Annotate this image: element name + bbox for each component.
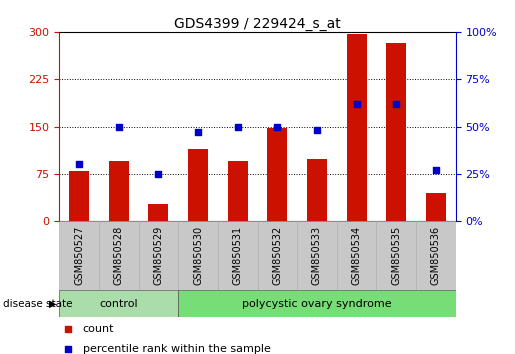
Bar	[307, 159, 327, 221]
Point	[432, 167, 440, 173]
Bar	[416, 221, 456, 290]
Title: GDS4399 / 229424_s_at: GDS4399 / 229424_s_at	[174, 17, 341, 31]
Text: GSM850531: GSM850531	[233, 226, 243, 285]
Bar	[139, 221, 178, 290]
Text: GSM850534: GSM850534	[352, 226, 362, 285]
Bar	[109, 161, 129, 221]
Text: GSM850530: GSM850530	[193, 226, 203, 285]
Bar	[99, 221, 139, 290]
Text: GSM850532: GSM850532	[272, 226, 282, 285]
Bar	[386, 42, 406, 221]
Text: polycystic ovary syndrome: polycystic ovary syndrome	[242, 298, 392, 309]
Bar	[228, 161, 248, 221]
Text: ▶: ▶	[49, 298, 57, 309]
Point	[114, 124, 123, 130]
Text: GSM850533: GSM850533	[312, 226, 322, 285]
Bar	[347, 34, 367, 221]
Text: percentile rank within the sample: percentile rank within the sample	[82, 344, 270, 354]
Bar	[188, 149, 208, 221]
Point	[273, 124, 281, 130]
Bar	[59, 221, 99, 290]
Bar	[69, 171, 89, 221]
Text: control: control	[99, 298, 138, 309]
Bar	[297, 221, 337, 290]
Point	[392, 101, 401, 107]
Bar	[178, 290, 456, 317]
Text: disease state: disease state	[3, 298, 72, 309]
Bar	[376, 221, 416, 290]
Bar	[218, 221, 258, 290]
Bar	[337, 221, 376, 290]
Point	[64, 346, 72, 352]
Bar	[426, 193, 446, 221]
Text: GSM850528: GSM850528	[114, 226, 124, 285]
Point	[352, 101, 360, 107]
Point	[75, 161, 83, 167]
Point	[313, 127, 321, 133]
Point	[194, 130, 202, 135]
Text: GSM850529: GSM850529	[153, 226, 163, 285]
Text: count: count	[82, 324, 114, 334]
Point	[154, 171, 162, 177]
Text: GSM850536: GSM850536	[431, 226, 441, 285]
Point	[233, 124, 242, 130]
Bar	[178, 221, 218, 290]
Point	[64, 326, 72, 332]
Bar	[267, 128, 287, 221]
Text: GSM850527: GSM850527	[74, 226, 84, 285]
Bar	[258, 221, 297, 290]
Bar	[59, 290, 178, 317]
Bar	[148, 204, 168, 221]
Text: GSM850535: GSM850535	[391, 226, 401, 285]
